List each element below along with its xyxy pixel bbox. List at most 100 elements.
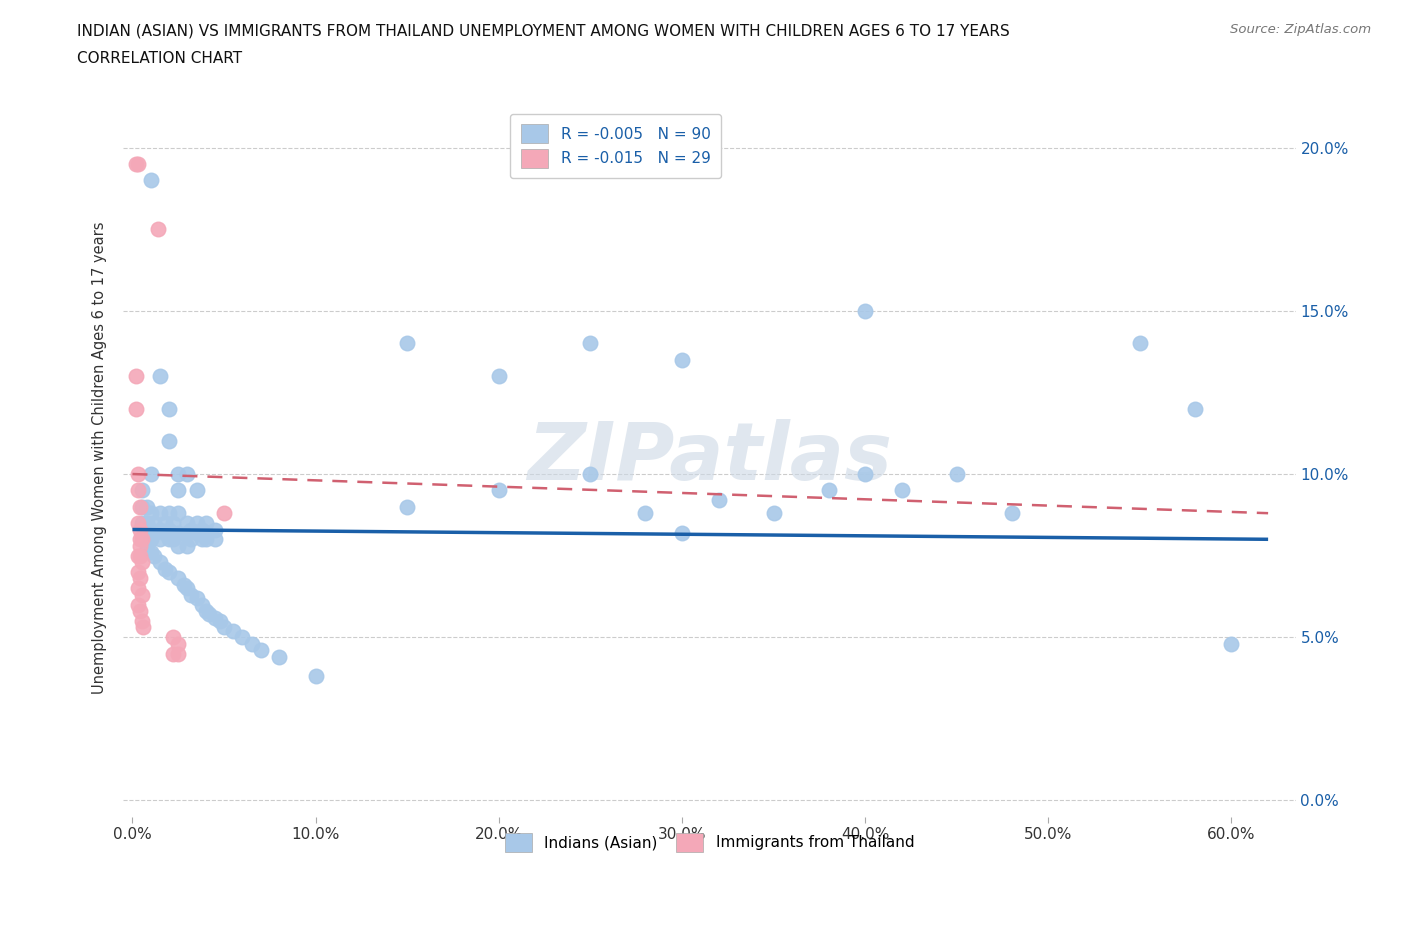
Point	[149, 506, 172, 521]
Point	[157, 434, 180, 449]
Point	[176, 581, 198, 596]
Point	[132, 620, 155, 635]
Point	[194, 515, 217, 530]
Point	[157, 522, 180, 537]
Point	[176, 515, 198, 530]
Point	[186, 483, 208, 498]
Point	[186, 515, 208, 530]
Point	[1001, 506, 1024, 521]
Point	[176, 525, 198, 540]
Point	[155, 561, 177, 576]
Point	[128, 571, 150, 586]
Point	[191, 597, 214, 612]
Text: ZIPatlas: ZIPatlas	[527, 418, 891, 497]
Point	[249, 643, 271, 658]
Point	[155, 515, 177, 530]
Point	[149, 522, 172, 537]
Point	[139, 532, 162, 547]
Point	[853, 303, 876, 318]
Point	[853, 467, 876, 482]
Point	[131, 499, 153, 514]
Point	[131, 554, 153, 569]
Point	[146, 222, 169, 237]
Point	[180, 532, 202, 547]
Point	[945, 467, 967, 482]
Point	[204, 610, 226, 625]
Point	[167, 483, 190, 498]
Point	[817, 483, 839, 498]
Point	[157, 402, 180, 417]
Point	[136, 538, 159, 553]
Point	[127, 156, 149, 171]
Point	[488, 368, 510, 383]
Point	[204, 532, 226, 547]
Text: CORRELATION CHART: CORRELATION CHART	[77, 51, 242, 66]
Point	[162, 532, 184, 547]
Point	[127, 565, 149, 579]
Point	[180, 522, 202, 537]
Point	[139, 522, 162, 537]
Point	[488, 483, 510, 498]
Point	[125, 156, 148, 171]
Point	[167, 636, 190, 651]
Point	[136, 515, 159, 530]
Point	[579, 336, 602, 351]
Point	[173, 578, 195, 592]
Point	[143, 525, 166, 540]
Point	[155, 525, 177, 540]
Point	[128, 532, 150, 547]
Point	[186, 525, 208, 540]
Legend: Indians (Asian), Immigrants from Thailand: Indians (Asian), Immigrants from Thailan…	[496, 826, 922, 859]
Y-axis label: Unemployment Among Women with Children Ages 6 to 17 years: Unemployment Among Women with Children A…	[93, 221, 107, 694]
Point	[267, 649, 290, 664]
Point	[707, 493, 730, 508]
Point	[128, 522, 150, 537]
Point	[204, 522, 226, 537]
Point	[167, 571, 190, 586]
Point	[194, 532, 217, 547]
Point	[180, 588, 202, 603]
Point	[191, 532, 214, 547]
Point	[162, 646, 184, 661]
Point	[634, 506, 657, 521]
Point	[194, 604, 217, 618]
Point	[209, 614, 232, 629]
Point	[125, 402, 148, 417]
Point	[167, 467, 190, 482]
Point	[176, 538, 198, 553]
Point	[128, 538, 150, 553]
Point	[131, 532, 153, 547]
Point	[671, 525, 693, 540]
Point	[240, 636, 263, 651]
Point	[127, 581, 149, 596]
Point	[671, 352, 693, 367]
Point	[762, 506, 785, 521]
Point	[1184, 402, 1206, 417]
Point	[222, 623, 245, 638]
Point	[127, 597, 149, 612]
Point	[191, 522, 214, 537]
Point	[136, 499, 159, 514]
Point	[139, 173, 162, 188]
Point	[212, 620, 235, 635]
Point	[231, 630, 253, 644]
Point	[131, 614, 153, 629]
Point	[176, 467, 198, 482]
Point	[149, 554, 172, 569]
Point	[157, 532, 180, 547]
Point	[128, 548, 150, 563]
Point	[125, 368, 148, 383]
Point	[157, 506, 180, 521]
Point	[212, 506, 235, 521]
Point	[167, 646, 190, 661]
Point	[139, 506, 162, 521]
Point	[127, 548, 149, 563]
Point	[162, 630, 184, 644]
Point	[143, 548, 166, 563]
Point	[1129, 336, 1152, 351]
Point	[186, 591, 208, 605]
Point	[890, 483, 912, 498]
Point	[131, 515, 153, 530]
Point	[304, 669, 326, 684]
Text: INDIAN (ASIAN) VS IMMIGRANTS FROM THAILAND UNEMPLOYMENT AMONG WOMEN WITH CHILDRE: INDIAN (ASIAN) VS IMMIGRANTS FROM THAILA…	[77, 23, 1010, 38]
